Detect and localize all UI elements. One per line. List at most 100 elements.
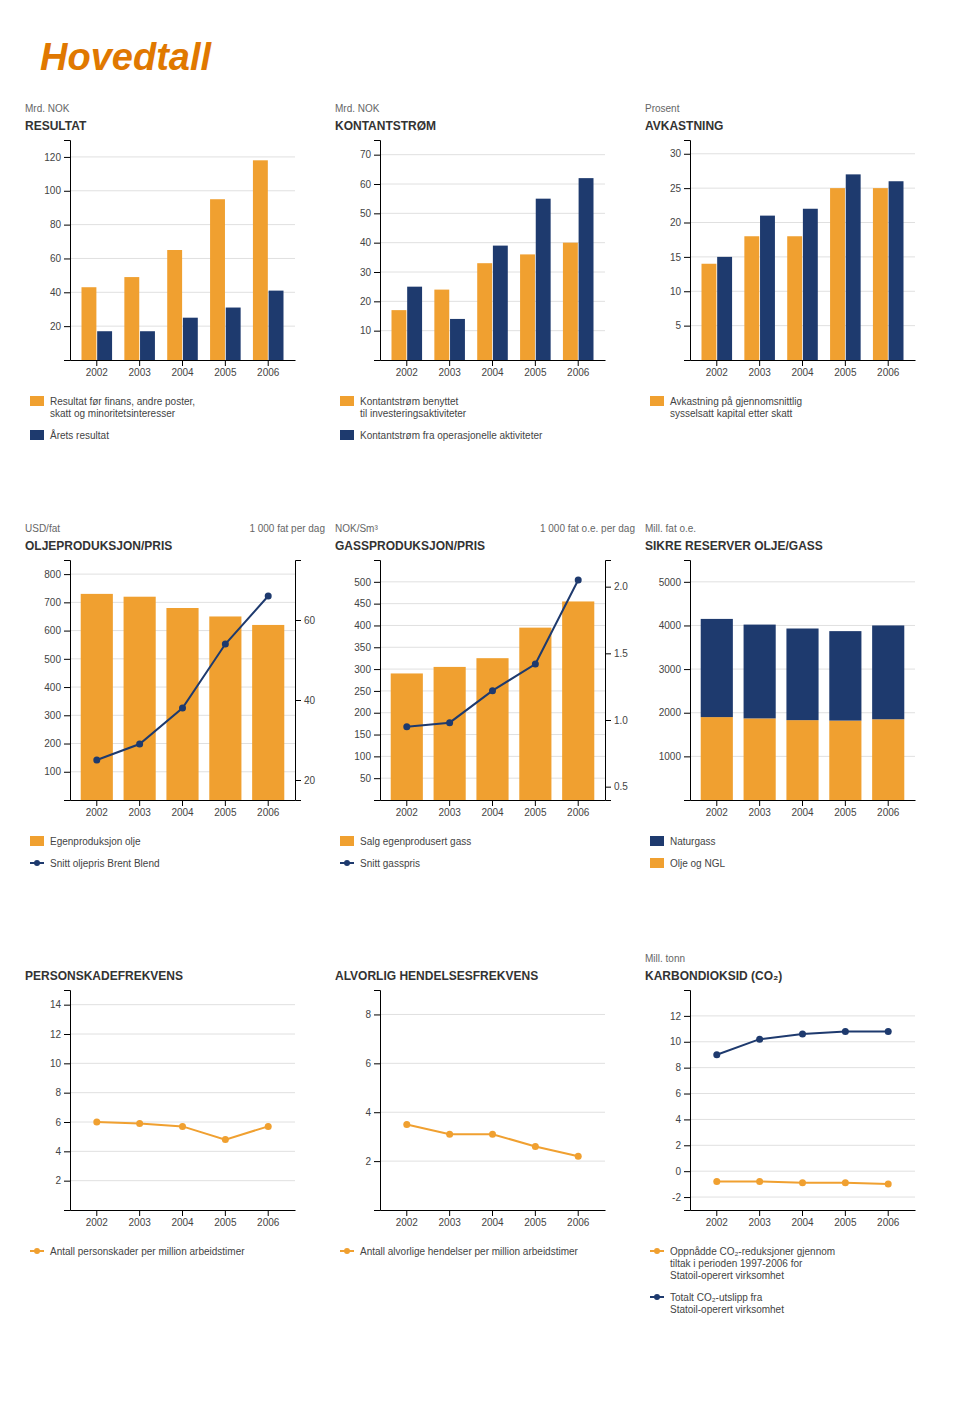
grid-line xyxy=(690,1041,915,1042)
tick: 10 xyxy=(670,1036,690,1047)
tick: 2004 xyxy=(791,800,814,818)
tick-label: 2004 xyxy=(171,1217,194,1228)
tick-label: 2004 xyxy=(791,1217,814,1228)
bar-series xyxy=(81,594,285,800)
tick-mark xyxy=(802,1210,803,1216)
point xyxy=(756,1036,763,1043)
panel: 2002200320042005200610020030040050060070… xyxy=(25,523,325,869)
tick: 2006 xyxy=(877,1210,900,1228)
tick-mark xyxy=(374,625,380,626)
tick: 2005 xyxy=(214,800,237,818)
tick-mark xyxy=(684,1016,690,1017)
point xyxy=(403,1121,410,1128)
panel-title: AVKASTNING xyxy=(645,119,723,133)
tick-label: 60 xyxy=(304,615,316,626)
legend-swatch-marker xyxy=(344,1248,350,1254)
tick-label: 2006 xyxy=(877,367,900,378)
x-axis: 20022003200420052006 xyxy=(71,800,296,818)
marks xyxy=(391,577,595,801)
legend-swatch xyxy=(30,430,44,440)
tick-label: 2004 xyxy=(171,807,194,818)
tick-label: 2.0 xyxy=(614,581,628,592)
panel-title: SIKRE RESERVER OLJE/GASS xyxy=(645,539,823,553)
tick-label: 40 xyxy=(304,695,316,706)
tick-label: 2006 xyxy=(877,1217,900,1228)
x-axis: 20022003200420052006 xyxy=(691,360,916,378)
legend-item: Naturgass xyxy=(650,836,716,847)
bar xyxy=(717,257,732,360)
tick-label: 6 xyxy=(365,1058,371,1069)
point xyxy=(446,719,453,726)
tick-label: 350 xyxy=(354,642,371,653)
point xyxy=(575,577,582,584)
tick-mark xyxy=(845,360,846,366)
tick-label: 10 xyxy=(360,325,372,336)
tick-label: 600 xyxy=(44,625,61,636)
bar xyxy=(167,250,182,360)
grid-line xyxy=(380,184,605,185)
bar xyxy=(183,318,198,360)
tick-label: 300 xyxy=(354,664,371,675)
grid-line xyxy=(690,1015,915,1016)
tick-mark xyxy=(374,647,380,648)
legend-item: Antall personskader per million arbeidst… xyxy=(30,1246,245,1257)
tick: 40 xyxy=(360,237,380,248)
legend-label: Kontantstrøm benyttettil investeringsakt… xyxy=(360,396,467,419)
tick-mark xyxy=(716,360,717,366)
tick-mark xyxy=(578,1210,579,1216)
tick: 2003 xyxy=(439,800,462,818)
tick: 12 xyxy=(50,1029,70,1040)
point xyxy=(489,687,496,694)
tick-label: 2006 xyxy=(257,1217,280,1228)
tick-label: 2003 xyxy=(439,367,462,378)
tick: 2005 xyxy=(834,800,857,818)
y-axis-label: Mrd. NOK xyxy=(335,103,380,114)
tick: 40 xyxy=(295,695,316,706)
y2-axis-label: 1 000 fat per dag xyxy=(249,523,325,534)
tick-label: 3000 xyxy=(659,664,682,675)
axis-line xyxy=(684,991,691,1211)
tick-mark xyxy=(605,787,611,788)
grid-line xyxy=(70,1180,295,1181)
point xyxy=(756,1178,763,1185)
legend-label: Antall alvorlige hendelser per million a… xyxy=(360,1246,579,1257)
tick-mark xyxy=(64,157,70,158)
legend-swatch xyxy=(340,396,354,406)
tick-label: 12 xyxy=(50,1029,62,1040)
legend-swatch-marker xyxy=(654,1248,660,1254)
bar xyxy=(786,720,818,800)
panel-title: RESULTAT xyxy=(25,119,87,133)
tick-label: 2006 xyxy=(877,807,900,818)
tick-label: 5 xyxy=(675,320,681,331)
tick: 2004 xyxy=(481,360,504,378)
tick: 2004 xyxy=(171,1210,194,1228)
grid xyxy=(70,1005,295,1181)
tick-mark xyxy=(759,800,760,806)
tick: 2004 xyxy=(171,360,194,378)
tick-label: 400 xyxy=(354,620,371,631)
legend: Salg egenprodusert gassSnitt gasspris xyxy=(340,836,471,869)
tick: 250 xyxy=(354,686,380,697)
bar xyxy=(786,629,818,721)
tick: 2006 xyxy=(257,800,280,818)
tick: 2002 xyxy=(396,360,419,378)
text-line: Statoil-operert virksomhet xyxy=(670,1304,784,1315)
tick: 2002 xyxy=(86,1210,109,1228)
line-series xyxy=(403,577,581,731)
tick-mark xyxy=(374,582,380,583)
tick-mark xyxy=(64,1093,70,1094)
tick: 500 xyxy=(354,577,380,588)
panel-title: KONTANTSTRØM xyxy=(335,119,436,133)
point xyxy=(713,1178,720,1185)
tick-label: 2005 xyxy=(834,1217,857,1228)
tick-mark xyxy=(64,1005,70,1006)
y-axis-label: Mrd. NOK xyxy=(25,103,70,114)
tick-label: 2 xyxy=(675,1140,681,1151)
bar xyxy=(519,628,551,800)
bar xyxy=(476,658,508,800)
point xyxy=(446,1131,453,1138)
tick-mark xyxy=(759,360,760,366)
tick-mark xyxy=(492,800,493,806)
tick: 2002 xyxy=(706,800,729,818)
legend-item: Totalt CO₂-utslipp fraStatoil-operert vi… xyxy=(650,1292,784,1315)
